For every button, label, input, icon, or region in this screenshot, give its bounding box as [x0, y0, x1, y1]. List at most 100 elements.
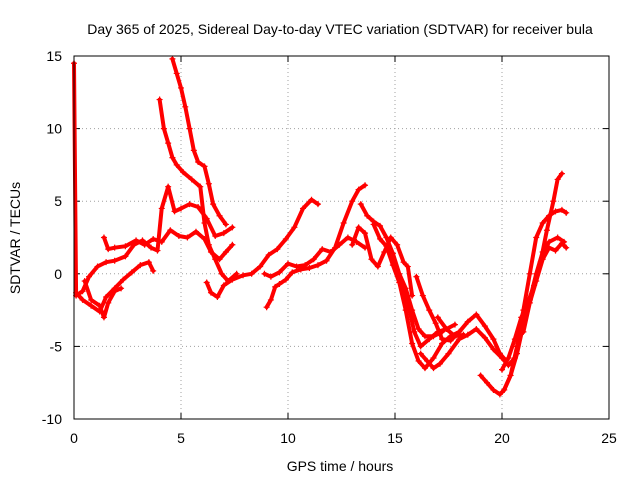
y-tick-label: -5: [50, 338, 63, 354]
data-point: [355, 224, 362, 231]
data-point: [417, 350, 424, 357]
data-point: [546, 244, 553, 251]
data-point: [120, 276, 127, 283]
data-point: [248, 270, 255, 277]
data-point: [308, 196, 315, 203]
data-point: [539, 219, 546, 226]
data-point: [220, 282, 227, 289]
data-point: [165, 140, 172, 147]
data-point: [451, 321, 458, 328]
data-point: [552, 247, 559, 254]
data-point: [404, 263, 411, 270]
data-point: [186, 125, 193, 132]
data-point: [160, 125, 167, 132]
data-point: [374, 263, 381, 270]
data-point: [421, 365, 428, 372]
series-pass-16: [434, 314, 467, 340]
data-point: [563, 209, 570, 216]
series-pass-3: [81, 278, 125, 321]
data-point: [203, 279, 210, 286]
data-point: [169, 55, 176, 62]
data-point: [383, 234, 390, 241]
data-point: [137, 262, 144, 269]
data-point: [145, 259, 152, 266]
data-point: [201, 219, 208, 226]
data-point: [533, 234, 540, 241]
data-point: [430, 355, 437, 362]
data-point: [299, 205, 306, 212]
data-point: [150, 235, 157, 242]
data-point: [533, 278, 540, 285]
data-point: [205, 241, 212, 248]
data-point: [505, 355, 512, 362]
x-axis-label: GPS time / hours: [287, 458, 394, 474]
data-point: [178, 205, 184, 212]
data-point: [513, 343, 520, 350]
series-pass-20: [520, 240, 570, 335]
data-point: [180, 169, 187, 176]
data-point: [229, 241, 236, 248]
data-point: [417, 343, 424, 350]
data-point: [377, 235, 384, 242]
data-point: [100, 234, 107, 241]
data-point: [490, 346, 497, 353]
data-point: [554, 176, 561, 183]
data-point: [490, 386, 497, 393]
data-point: [205, 180, 212, 187]
data-point: [554, 234, 561, 241]
data-point: [156, 96, 163, 103]
data-point: [526, 299, 533, 306]
series-pass-15: [417, 325, 518, 372]
x-tick-label: 20: [494, 430, 510, 446]
data-point: [411, 328, 418, 335]
data-point: [349, 241, 356, 248]
data-point: [539, 256, 546, 263]
data-point: [111, 257, 118, 264]
series-line: [170, 56, 228, 227]
data-point: [195, 204, 202, 211]
series-pass-14: [413, 273, 510, 364]
data-point: [79, 288, 86, 295]
data-point: [178, 84, 184, 91]
y-axis-label: SDTVAR / TECUs: [7, 182, 23, 294]
data-point: [276, 269, 283, 276]
data-point: [436, 360, 443, 367]
data-point: [167, 227, 174, 234]
data-point: [210, 201, 217, 208]
data-point: [434, 314, 441, 321]
x-tick-label: 15: [387, 430, 403, 446]
data-point: [229, 224, 236, 231]
data-point: [394, 241, 401, 248]
data-point: [229, 276, 236, 283]
data-point: [276, 280, 283, 287]
data-point: [201, 163, 208, 170]
data-point: [291, 224, 298, 231]
series-line: [521, 241, 569, 334]
data-point: [184, 234, 191, 241]
data-point: [79, 296, 86, 303]
data-point: [192, 228, 199, 235]
data-point: [398, 278, 405, 285]
data-point: [558, 170, 565, 177]
data-point: [314, 201, 321, 208]
data-point: [501, 386, 508, 393]
data-point: [274, 246, 281, 253]
data-point: [293, 263, 300, 270]
data-point: [332, 244, 339, 251]
data-point: [282, 276, 289, 283]
data-point: [473, 325, 480, 332]
data-point: [218, 270, 225, 277]
data-point: [362, 182, 369, 189]
data-point: [154, 247, 161, 254]
data-point: [257, 263, 264, 270]
data-point: [426, 336, 433, 343]
data-point: [222, 221, 229, 228]
series-pass-6: [169, 55, 229, 228]
data-point: [222, 249, 229, 256]
x-tick-label: 25: [601, 430, 617, 446]
data-point: [364, 212, 371, 219]
data-point: [421, 333, 428, 340]
data-point: [165, 183, 172, 190]
data-point: [430, 365, 437, 372]
data-point: [186, 201, 193, 208]
